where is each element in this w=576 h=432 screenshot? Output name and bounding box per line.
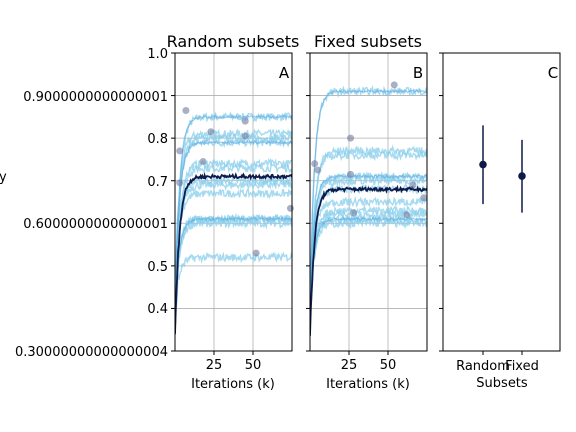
panel-a-best-point-marker	[241, 117, 249, 125]
panel-b: Fixed subsets 25 50 B Iterations (k)	[306, 32, 428, 392]
panel-b-best-point-marker	[347, 134, 355, 142]
panel-b-plot	[310, 81, 428, 336]
panel-b-best-point-marker	[390, 81, 398, 89]
panel-a-run-curve	[175, 251, 292, 303]
panel-c-category-label-fixed: Fixed	[505, 359, 539, 374]
panel-a-plot	[175, 106, 294, 335]
panel-c-mean-marker	[518, 172, 526, 180]
panel-a-run-curve	[175, 157, 292, 318]
panel-a-x-tick-label: 50	[245, 358, 262, 373]
panel-b-run-curve	[310, 150, 427, 316]
panel-b-run-curve	[310, 174, 427, 304]
panel-a-x-tick-label: 25	[206, 358, 223, 373]
panel-b-mean-curve	[310, 184, 427, 336]
panel-a-run-curve	[175, 174, 292, 306]
panel-b-run-curve	[310, 85, 427, 306]
panel-c-frame	[442, 52, 561, 352]
panel-a-best-point-marker	[241, 132, 249, 140]
panel-b-run-curve	[310, 204, 427, 314]
panel-a-run-mean-curve	[175, 139, 292, 308]
panel-c-ticks	[439, 52, 523, 355]
panel-a-best-point-marker	[286, 204, 294, 212]
panel-b-run-mean-curve	[310, 88, 427, 312]
panel-a-run-curve	[175, 218, 292, 303]
panel-a-ticks: 25 50	[171, 52, 262, 373]
panel-a-curves	[175, 111, 292, 335]
panel-c-mean-marker	[479, 160, 487, 169]
panel-b-best-point-marker	[420, 194, 428, 202]
panel-c-x-axis-label: Subsets	[476, 376, 528, 391]
y-tick-label: 0.7	[147, 175, 168, 190]
panel-b-ticks: 25 50	[306, 52, 397, 373]
panel-a-run-mean-curve	[175, 113, 292, 312]
panel-a-run-curve	[175, 132, 292, 330]
panel-a-best-point-marker	[182, 106, 190, 114]
panel-b-best-point-marker	[314, 166, 322, 174]
panel-a-run-curve	[175, 162, 292, 334]
panel-b-run-mean-curve	[310, 173, 427, 307]
y-tick-label: 0.30000000000000004	[15, 345, 168, 360]
panel-a-run-curve	[175, 136, 292, 294]
panel-b-letter: B	[413, 64, 423, 82]
panel-b-x-tick-label: 25	[341, 358, 358, 373]
panel-b-x-tick-label: 50	[380, 358, 397, 373]
panel-b-x-axis-label: Iterations (k)	[326, 377, 410, 392]
panel-c: C Random Fixed Subsets	[439, 52, 561, 391]
y-tick-label: 1.0	[147, 47, 168, 62]
panel-a-best-point-marker	[176, 147, 184, 155]
panel-b-best-point-marker	[403, 211, 411, 219]
panel-a-best-point-marker	[199, 158, 207, 166]
y-tick-label: 0.9000000000000001	[23, 90, 168, 105]
panel-a-best-point-marker	[207, 128, 215, 136]
y-tick-label: 0.4	[147, 302, 168, 317]
panel-b-title: Fixed subsets	[314, 32, 422, 51]
panel-b-run-curve	[310, 170, 427, 296]
panel-c-category-label-random: Random	[456, 359, 510, 374]
panel-a-best-point-marker	[252, 249, 260, 257]
panel-b-best-point-marker	[311, 160, 319, 168]
y-axis-label-fragment: y	[0, 170, 7, 185]
panel-b-frame	[309, 52, 428, 352]
panel-b-best-point-marker	[409, 181, 417, 189]
y-tick-label: 0.6000000000000001	[23, 217, 168, 232]
panel-c-plot	[479, 125, 526, 213]
y-tick-labels: 0.30000000000000004 0.4 0.5 0.6000000000…	[15, 47, 168, 360]
panel-a: Random subsets 25 50 A Iterations (k)	[167, 32, 300, 392]
panel-a-title: Random subsets	[167, 32, 300, 51]
y-tick-label: 0.5	[147, 260, 168, 275]
panel-b-best-point-marker	[347, 170, 355, 178]
panel-a-letter: A	[279, 64, 290, 82]
panel-b-curves	[310, 85, 427, 336]
panel-b-run-curve	[310, 195, 427, 312]
panel-a-run-mean-curve	[175, 215, 292, 308]
panel-a-frame	[174, 52, 293, 352]
panel-a-run-curve	[175, 187, 292, 296]
y-tick-label: 0.8	[147, 132, 168, 147]
panel-a-x-axis-label: Iterations (k)	[191, 377, 275, 392]
panel-c-letter: C	[548, 64, 558, 82]
panel-b-best-point-marker	[350, 209, 358, 217]
panel-b-run-curve	[310, 217, 427, 309]
panel-a-mean-curve	[175, 171, 292, 335]
panel-a-best-point-marker	[176, 179, 184, 187]
panel-a-run-curve	[175, 178, 292, 312]
